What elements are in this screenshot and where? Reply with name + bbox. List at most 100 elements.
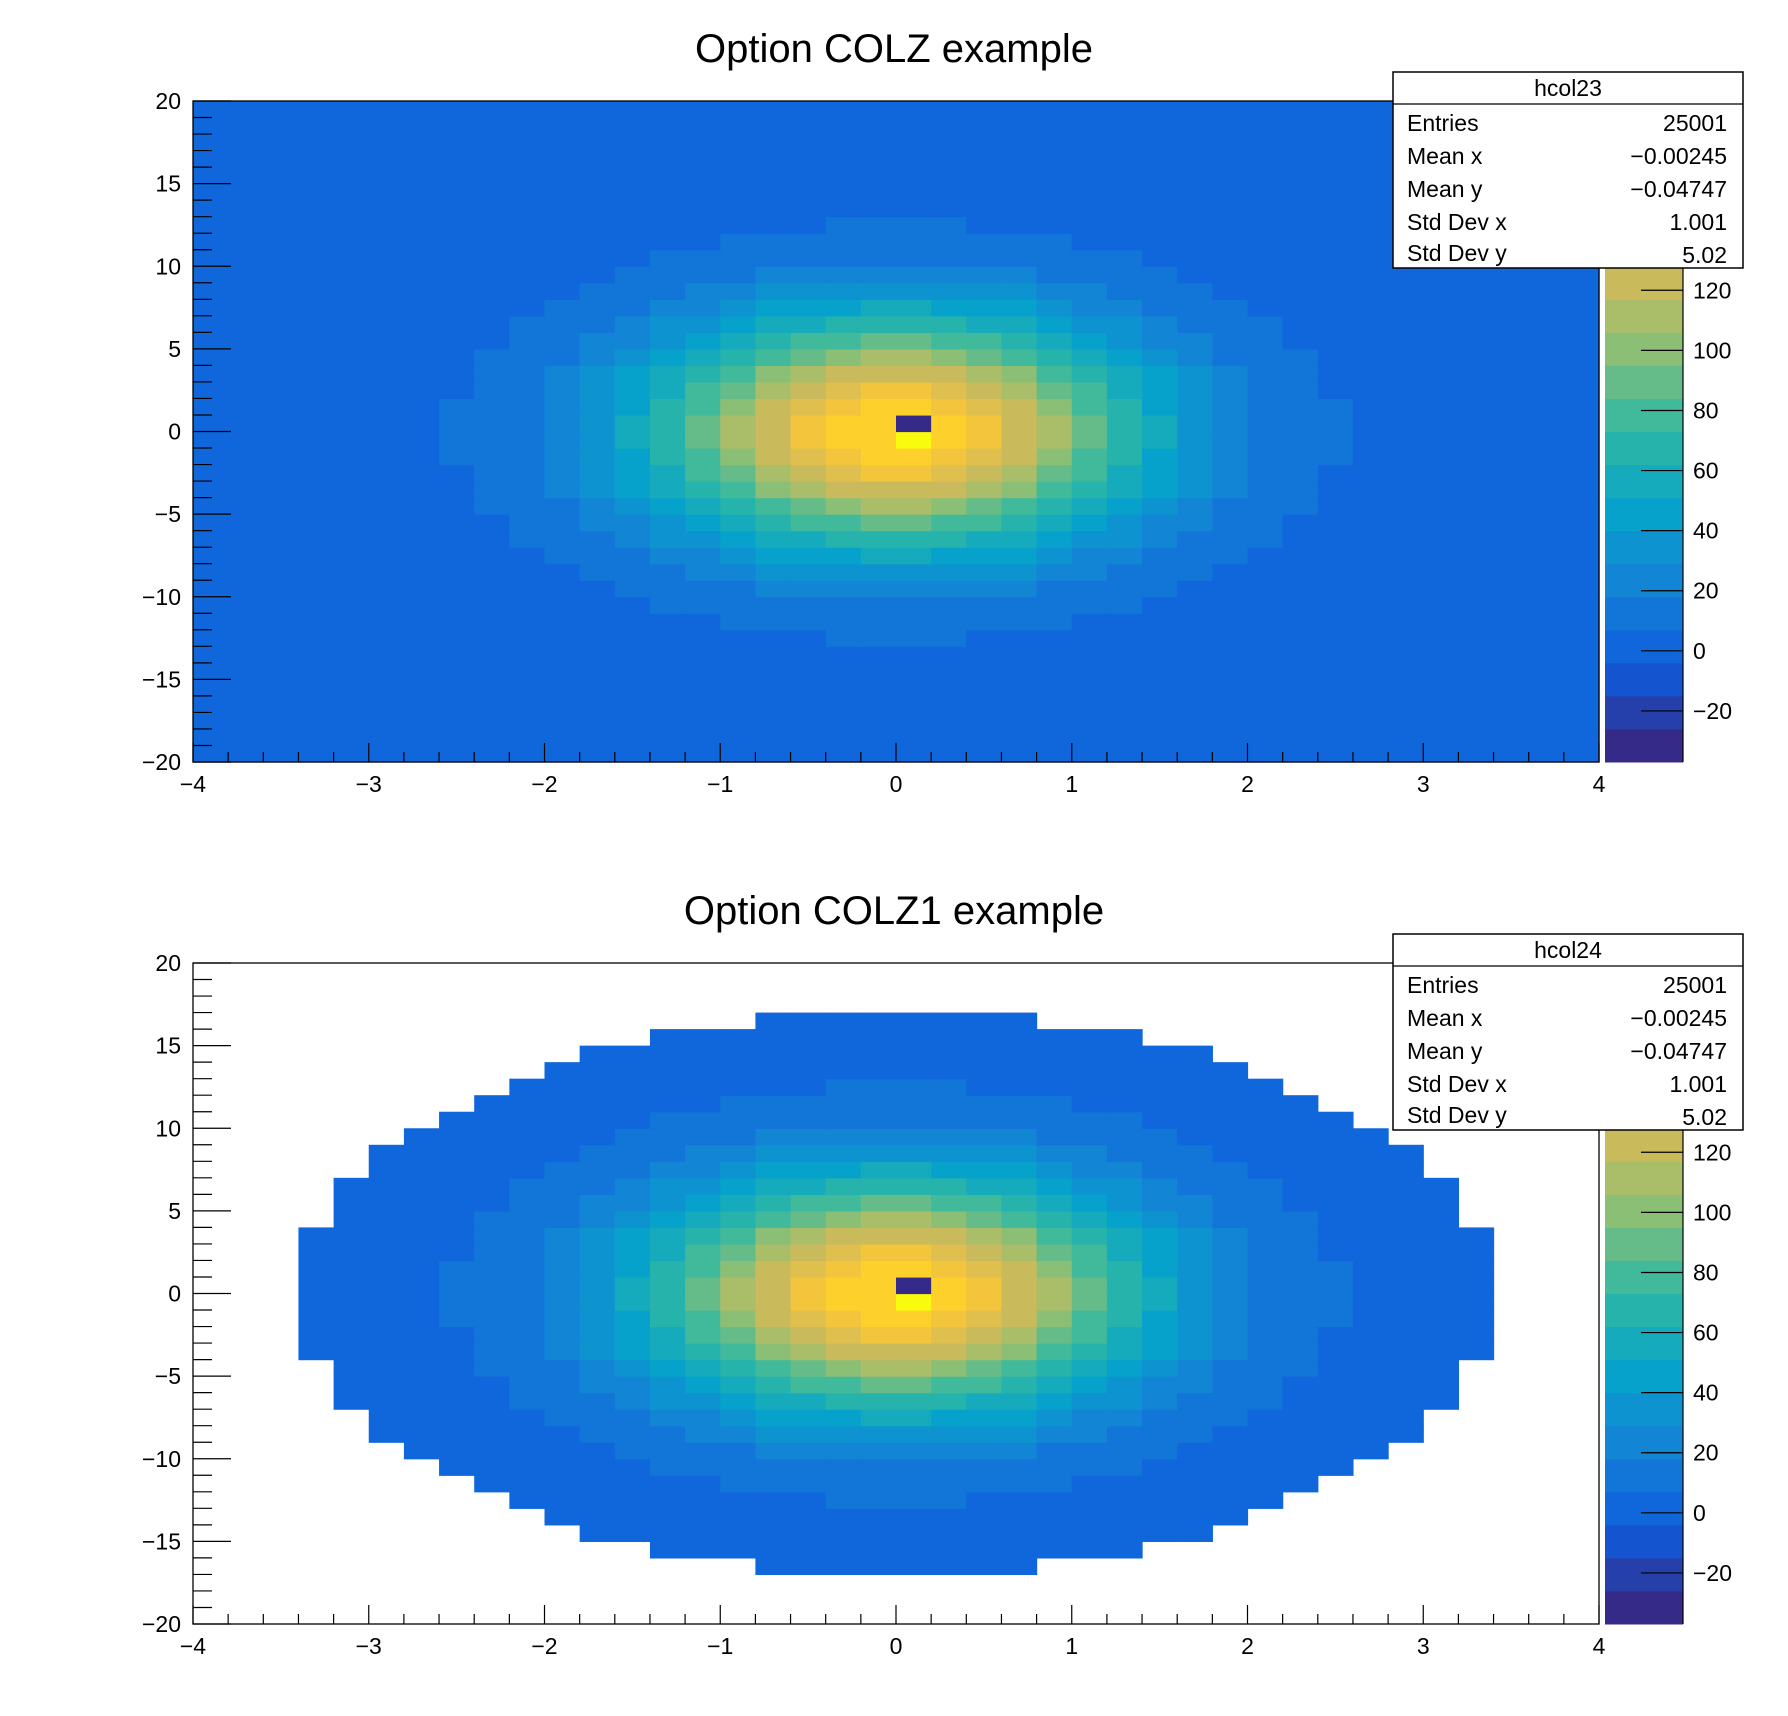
bin-cell	[1247, 1491, 1284, 1509]
bin-cell	[860, 745, 897, 763]
bin-cell	[579, 464, 616, 482]
bin-cell	[298, 712, 335, 730]
bin-cell	[1142, 514, 1178, 532]
palette-band	[1605, 1260, 1683, 1294]
stats-box[interactable]: hcol23 Entries 25001 Mean x −0.00245 Mea…	[1392, 71, 1744, 269]
bin-cell	[825, 134, 862, 152]
bin-cell	[474, 249, 510, 267]
bin-cell	[1106, 1293, 1143, 1311]
bin-cell	[825, 448, 862, 466]
bin-cell	[474, 332, 510, 350]
bin-cell	[1352, 1161, 1389, 1179]
bin-cell	[1106, 1062, 1143, 1080]
bin-cell	[1071, 1442, 1108, 1460]
bin-cell	[193, 332, 229, 350]
bin-cell	[1177, 381, 1213, 400]
palette-band	[1605, 1161, 1683, 1195]
bin-cell	[368, 497, 405, 515]
bin-cell	[649, 514, 686, 532]
bin-cell	[263, 481, 300, 499]
bin-cell	[544, 282, 581, 300]
bin-cell	[1352, 646, 1389, 664]
bin-cell	[720, 646, 756, 664]
bin-cell	[1106, 1343, 1143, 1361]
bin-cell	[966, 348, 1003, 367]
bin-cell	[474, 183, 510, 201]
bin-cell	[1388, 679, 1424, 697]
bin-cell	[685, 348, 721, 367]
bin-cell	[1071, 266, 1108, 284]
bin-cell	[1458, 695, 1495, 714]
bin-cell	[931, 1326, 967, 1344]
bin-cell	[1106, 646, 1143, 664]
bin-cell	[193, 613, 229, 631]
bin-cell	[1247, 134, 1284, 152]
bin-cell	[825, 728, 862, 747]
bin-cell	[333, 1392, 370, 1410]
bin-cell	[614, 1359, 651, 1377]
bin-cell	[1317, 1343, 1354, 1361]
bin-cell	[614, 1161, 651, 1179]
bin-cell	[1423, 1343, 1459, 1361]
bin-cell	[1352, 1442, 1389, 1460]
bin-cell	[368, 315, 405, 333]
stats-title: hcol23	[1534, 75, 1602, 101]
bin-cell	[1352, 1144, 1389, 1162]
bin-cell	[544, 679, 581, 697]
bin-cell	[966, 233, 1003, 251]
bin-cell	[825, 1095, 862, 1113]
bin-cell	[263, 183, 300, 201]
bin-cell	[966, 101, 1003, 119]
bin-cell	[649, 1475, 686, 1493]
bin-cell	[755, 1425, 792, 1443]
bin-cell	[1528, 414, 1565, 433]
stats-value: 1.001	[1669, 209, 1727, 235]
bin-cell	[1352, 448, 1389, 466]
bin-cell	[860, 1392, 897, 1410]
bin-cell	[1071, 1310, 1108, 1328]
bin-cell	[860, 1012, 897, 1030]
bin-cell	[1563, 514, 1600, 532]
bin-cell	[298, 646, 335, 664]
bin-cell	[333, 1359, 370, 1377]
bin-cell	[755, 745, 792, 763]
bin-cell	[755, 1029, 792, 1047]
bin-cell	[1282, 1111, 1319, 1129]
bin-cell	[825, 216, 862, 234]
bin-cell	[614, 1458, 651, 1476]
bin-cell	[439, 1293, 475, 1311]
stats-box[interactable]: hcol24 Entries 25001 Mean x −0.00245 Mea…	[1392, 933, 1744, 1131]
bin-cell	[579, 1111, 616, 1129]
bin-cell	[298, 315, 335, 333]
z-tick-label: 20	[1693, 578, 1719, 604]
bin-cell	[509, 315, 546, 333]
bin-cell	[1071, 1128, 1108, 1146]
stats-label: Std Dev x	[1407, 209, 1507, 235]
bin-cell	[720, 1359, 756, 1377]
bin-cell	[403, 200, 440, 218]
bin-cell	[1106, 1161, 1143, 1179]
bin-cell	[825, 1524, 862, 1542]
bin-cell	[755, 101, 792, 119]
bin-cell	[1388, 580, 1424, 598]
bin-cell	[1423, 563, 1459, 581]
palette-band	[1605, 365, 1683, 399]
bin-cell	[439, 101, 475, 119]
bin-cell	[931, 150, 967, 168]
bin-cell	[720, 662, 756, 680]
bin-cell	[649, 1210, 686, 1229]
bin-cell	[509, 101, 546, 119]
bin-cell	[474, 448, 510, 466]
bin-cell	[1071, 1194, 1108, 1212]
bin-cell	[685, 398, 721, 416]
bin-cell	[1071, 596, 1108, 614]
bin-cell	[263, 249, 300, 267]
bin-cell	[966, 728, 1003, 747]
bin-cell	[1177, 282, 1213, 300]
stats-box-frame	[1392, 71, 1744, 269]
bin-cell	[1036, 101, 1073, 119]
bin-cell	[1247, 1144, 1284, 1162]
bin-cell	[474, 431, 510, 449]
bin-cell	[685, 1029, 721, 1047]
bin-cell	[1036, 1475, 1073, 1493]
